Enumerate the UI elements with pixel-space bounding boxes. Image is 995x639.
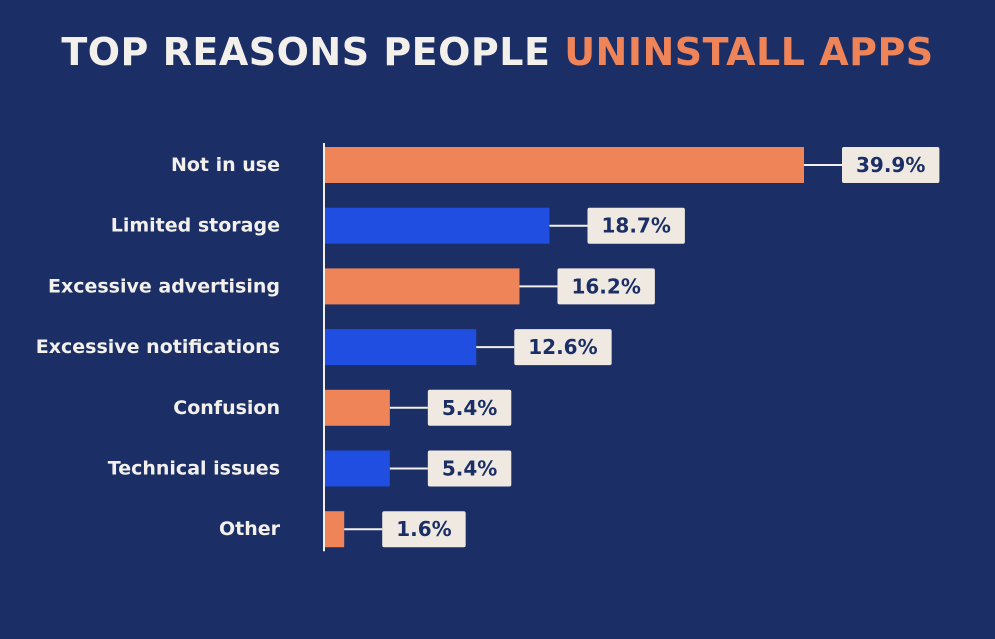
value-label: 18.7%: [601, 214, 670, 238]
bar: [325, 207, 550, 244]
value-label: 1.6%: [396, 517, 451, 541]
value-label-box: [842, 147, 940, 183]
category-label: Excessive advertising: [48, 275, 280, 297]
value-label: 12.6%: [528, 335, 597, 359]
category-label: Limited storage: [111, 215, 280, 237]
value-label-box: [557, 268, 655, 305]
category-label: Technical issues: [108, 458, 280, 480]
chart-title: TOP REASONS PEOPLE UNINSTALL APPS: [0, 30, 995, 74]
value-label-box: [382, 511, 466, 548]
value-label-box: [427, 389, 512, 426]
chart-rows: Not in use 39.9% Limited storage 18.7% Exces…: [36, 147, 940, 548]
bar: [325, 329, 477, 366]
value-label: 16.2%: [571, 274, 640, 298]
value-label-box: [427, 450, 512, 487]
category-label: Other: [219, 518, 281, 540]
bar: [325, 389, 390, 426]
bar: [325, 450, 390, 487]
value-label-box: [514, 329, 612, 366]
chart-title-part1: TOP REASONS PEOPLE: [61, 30, 565, 74]
value-label: 5.4%: [442, 457, 497, 481]
bar: [325, 268, 520, 305]
bar: [325, 511, 345, 548]
bar: [325, 147, 804, 183]
value-label: 5.4%: [442, 396, 497, 420]
category-label: Excessive notifications: [36, 336, 280, 358]
category-label: Confusion: [173, 397, 280, 419]
value-label: 39.9%: [856, 153, 925, 177]
category-label: Not in use: [171, 154, 280, 176]
chart-title-part2: UNINSTALL APPS: [564, 30, 934, 74]
value-label-box: [587, 207, 685, 244]
